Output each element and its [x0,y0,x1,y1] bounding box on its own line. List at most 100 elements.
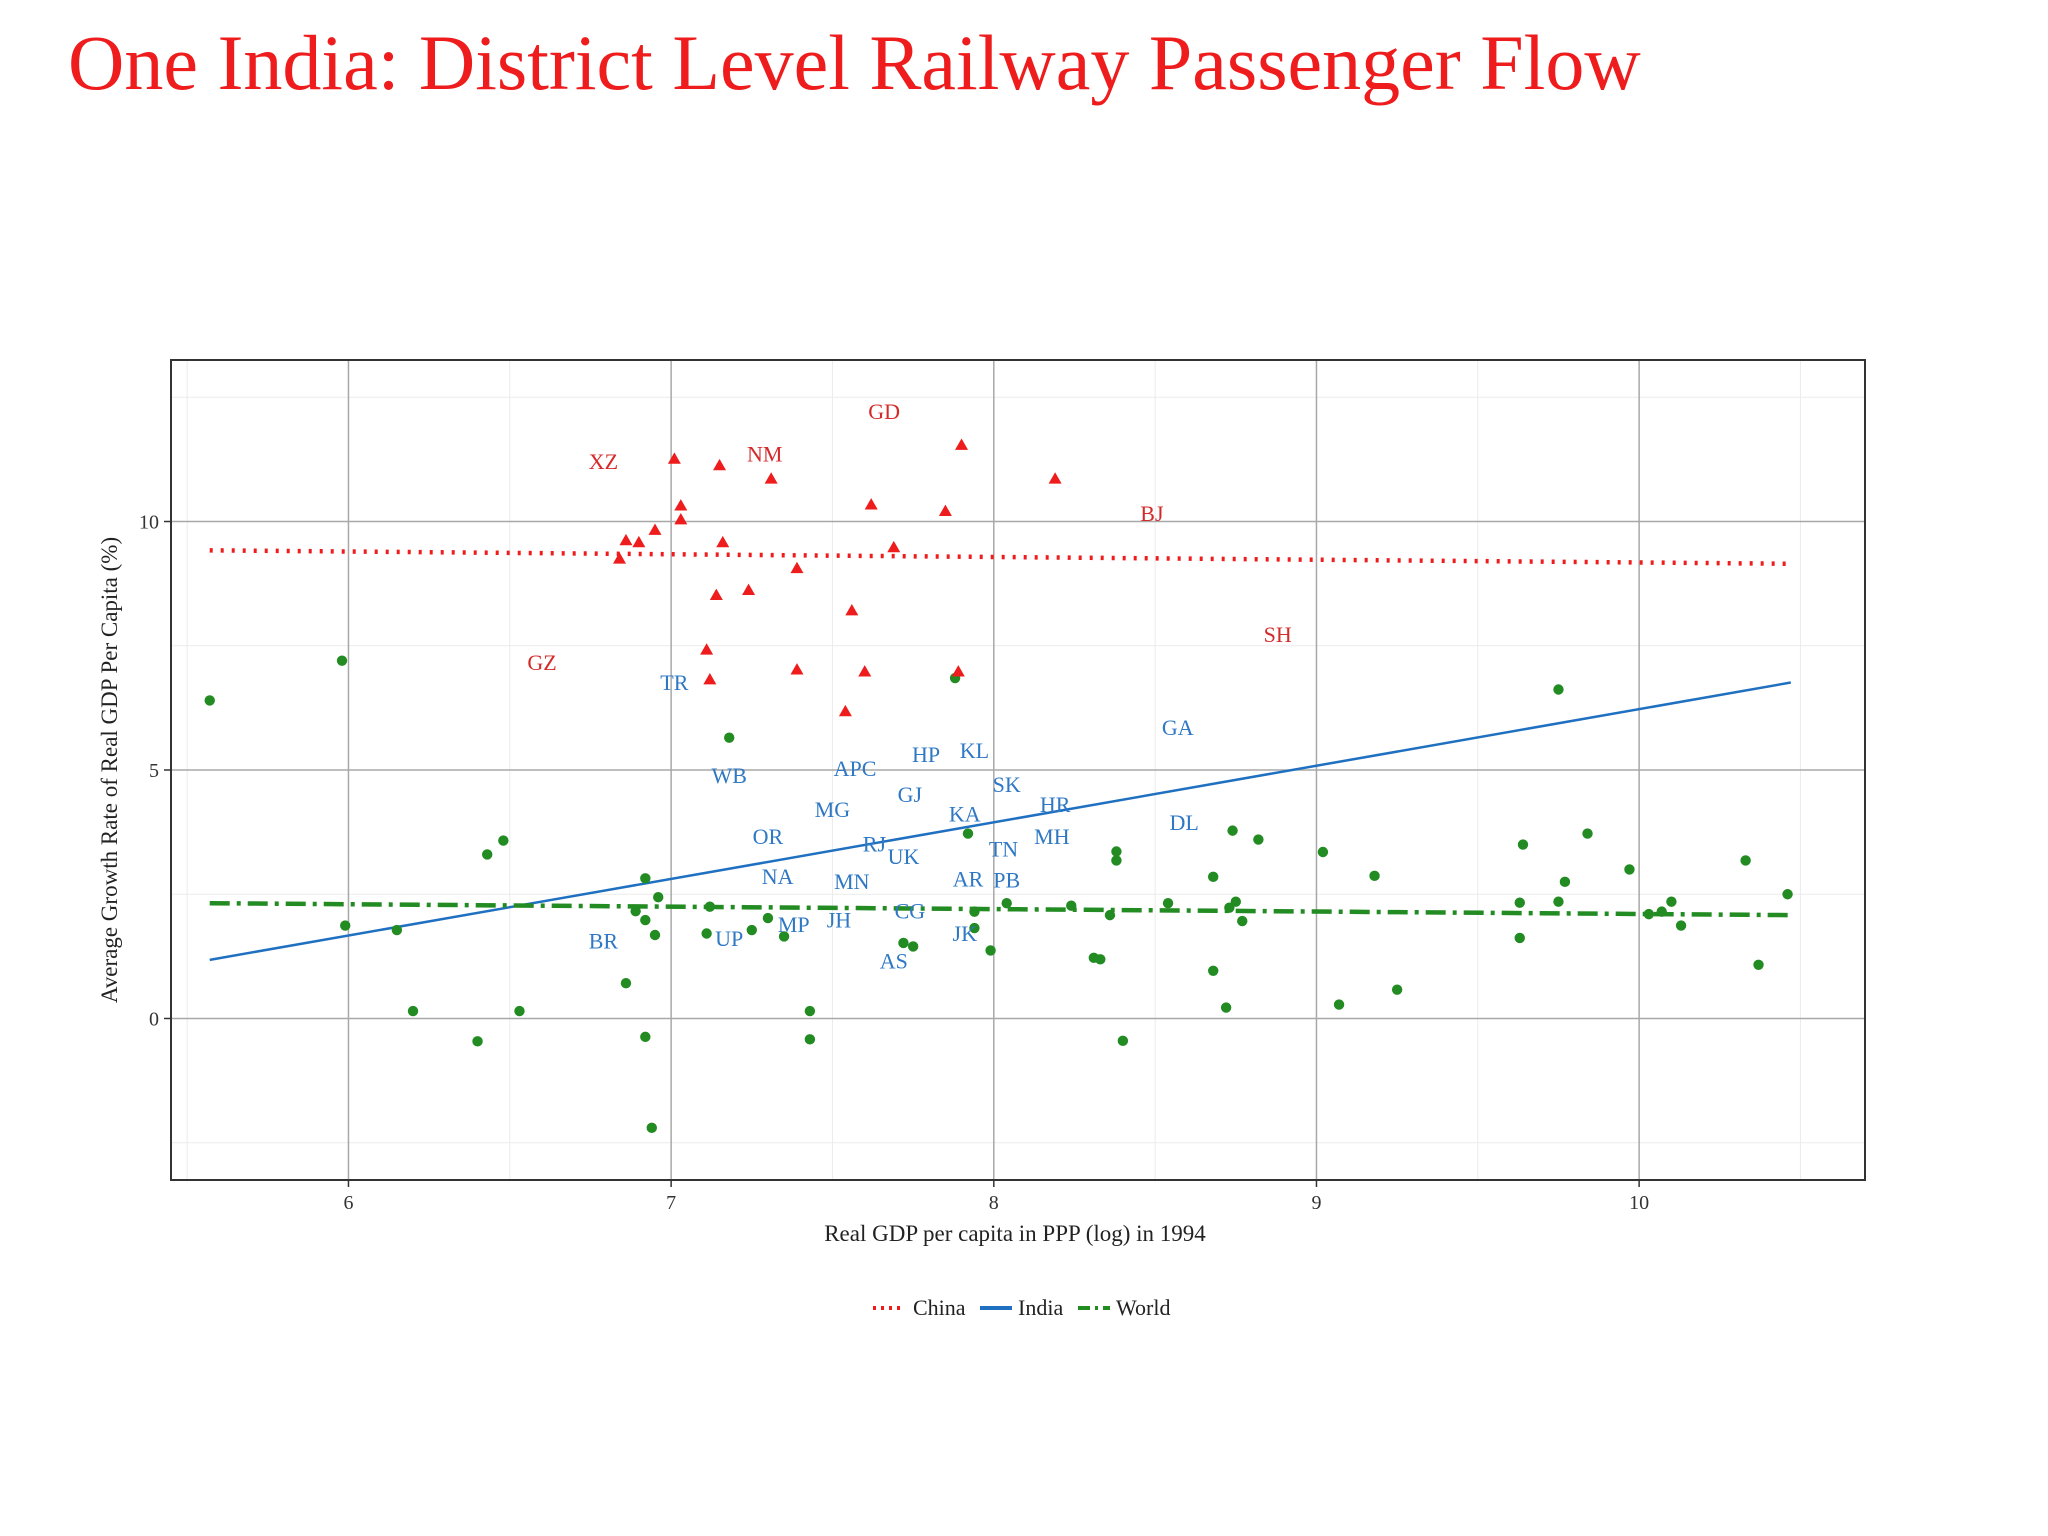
x-tick-label: 7 [666,1192,676,1214]
world-point [1369,871,1379,881]
world-point [1208,966,1218,976]
india-label: NA [762,864,794,889]
china-label: NM [747,441,782,466]
world-point [805,1034,815,1044]
x-tick-label: 6 [343,1192,353,1214]
india-label: MP [778,912,810,937]
world-point [650,930,660,940]
china-label: GD [868,399,900,424]
world-point [1392,984,1402,994]
world-point [621,978,631,988]
india-label: KA [949,802,981,827]
india-label: RJ [863,832,887,857]
world-point [701,928,711,938]
china-label: GZ [527,650,556,675]
world-point [898,938,908,948]
world-point [1666,896,1676,906]
world-point [653,892,663,902]
world-point [1334,999,1344,1009]
world-point [1221,1002,1231,1012]
world-point [1624,864,1634,874]
world-point [1553,896,1563,906]
india-label: HR [1040,792,1071,817]
india-label: JK [953,921,978,946]
india-label: MN [834,869,870,894]
india-label: JH [827,908,852,933]
world-point [408,1006,418,1016]
world-point [1515,933,1525,943]
world-point [392,925,402,935]
world-point [498,835,508,845]
china-label: BJ [1140,501,1164,526]
world-point [1318,847,1328,857]
legend-label-china: China [913,1295,966,1320]
india-label: GJ [898,782,923,807]
india-label: APC [834,756,877,781]
world-point [1676,920,1686,930]
world-point [747,925,757,935]
x-tick-label: 10 [1629,1192,1649,1214]
world-point [1105,910,1115,920]
india-label: TR [660,670,688,695]
india-label: BR [589,928,619,953]
world-point [337,655,347,665]
india-label: HP [912,742,940,767]
world-point [963,828,973,838]
world-point [647,1123,657,1133]
world-point [1518,839,1528,849]
world-point [340,920,350,930]
world-point [1657,906,1667,916]
india-label: DL [1170,810,1199,835]
world-point [1582,828,1592,838]
china-label: XZ [589,449,618,474]
world-point [705,901,715,911]
world-point [472,1036,482,1046]
world-point [1515,897,1525,907]
india-label: OR [753,824,784,849]
india-label: TN [989,837,1018,862]
world-point [1118,1036,1128,1046]
world-point [908,941,918,951]
india-label: MG [815,797,851,822]
world-point [1066,900,1076,910]
china-label: SH [1264,622,1292,647]
x-axis-title: Real GDP per capita in PPP (log) in 1994 [824,1221,1206,1246]
world-point [763,913,773,923]
world-point [482,849,492,859]
y-tick-label: 10 [139,512,159,534]
legend: China India World [873,1295,1170,1320]
world-point [724,732,734,742]
world-point [630,906,640,916]
world-point [1227,825,1237,835]
india-label: MH [1034,824,1070,849]
world-point [1002,898,1012,908]
india-label: SK [993,772,1021,797]
world-point [985,945,995,955]
world-point [1208,872,1218,882]
world-point [640,873,650,883]
india-label: AS [880,948,908,973]
world-point [1553,684,1563,694]
world-point [1163,898,1173,908]
world-point [640,1032,650,1042]
x-tick-label: 9 [1311,1192,1321,1214]
x-tick-label: 8 [989,1192,999,1214]
world-point [1111,846,1121,856]
world-point [969,906,979,916]
world-point [805,1006,815,1016]
world-point [640,915,650,925]
world-point [1740,855,1750,865]
y-tick-label: 0 [149,1008,159,1030]
india-label: CG [895,899,926,924]
world-point [1782,889,1792,899]
india-label: AR [953,866,984,891]
india-label: KL [960,738,989,763]
world-point [514,1006,524,1016]
world-point [1095,954,1105,964]
world-point [1644,909,1654,919]
india-label: UP [715,926,743,951]
india-label: PB [993,867,1020,892]
y-tick-label: 5 [149,760,159,782]
world-point [1753,960,1763,970]
